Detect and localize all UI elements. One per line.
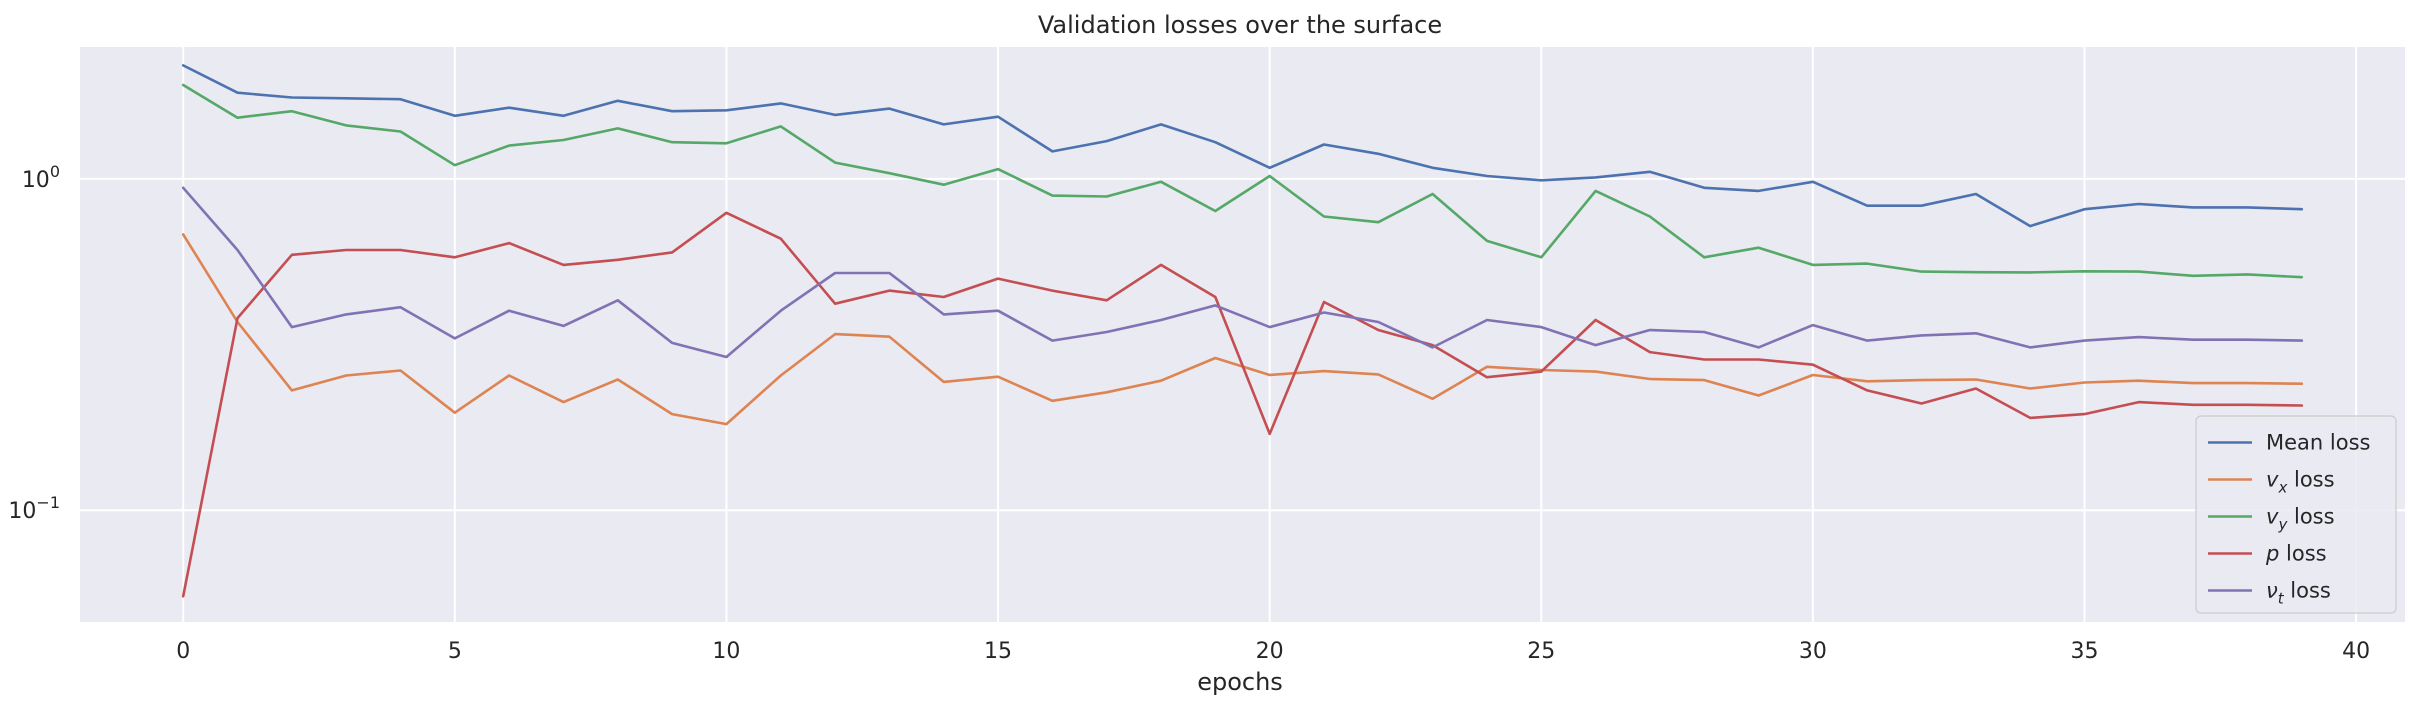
y-axis: 10−1 100 (8, 162, 60, 524)
x-tick-label: 15 (984, 639, 1012, 664)
legend-label: vx loss (2266, 468, 2335, 497)
legend-label: νt loss (2266, 579, 2331, 608)
series-line (181, 83, 2304, 279)
series-line (181, 211, 2304, 598)
legend-label: vy loss (2266, 505, 2335, 534)
x-axis-label: epochs (1197, 668, 1283, 696)
x-axis: 0 5 10 15 20 25 30 35 40 (176, 639, 2370, 664)
x-tick-label: 10 (712, 639, 740, 664)
y-tick-label: 10−1 (8, 493, 60, 524)
chart-title: Validation losses over the surface (1038, 11, 1442, 39)
series-lines (181, 64, 2304, 598)
x-tick-label: 20 (1256, 639, 1284, 664)
x-tick-label: 30 (1799, 639, 1827, 664)
x-tick-label: 35 (2070, 639, 2098, 664)
x-tick-label: 25 (1527, 639, 1555, 664)
plot-area (80, 47, 2405, 622)
x-tick-label: 0 (176, 639, 190, 664)
series-line (181, 64, 2304, 228)
legend: Mean loss vx loss vy loss p loss νt loss (2195, 415, 2397, 614)
legend-label: p loss (2265, 542, 2327, 566)
legend-label: Mean loss (2266, 431, 2370, 455)
x-tick-label: 40 (2342, 639, 2370, 664)
x-tick-label: 5 (448, 639, 462, 664)
y-tick-label: 100 (22, 162, 60, 193)
legend-box (2195, 415, 2397, 614)
series-line (181, 186, 2304, 359)
